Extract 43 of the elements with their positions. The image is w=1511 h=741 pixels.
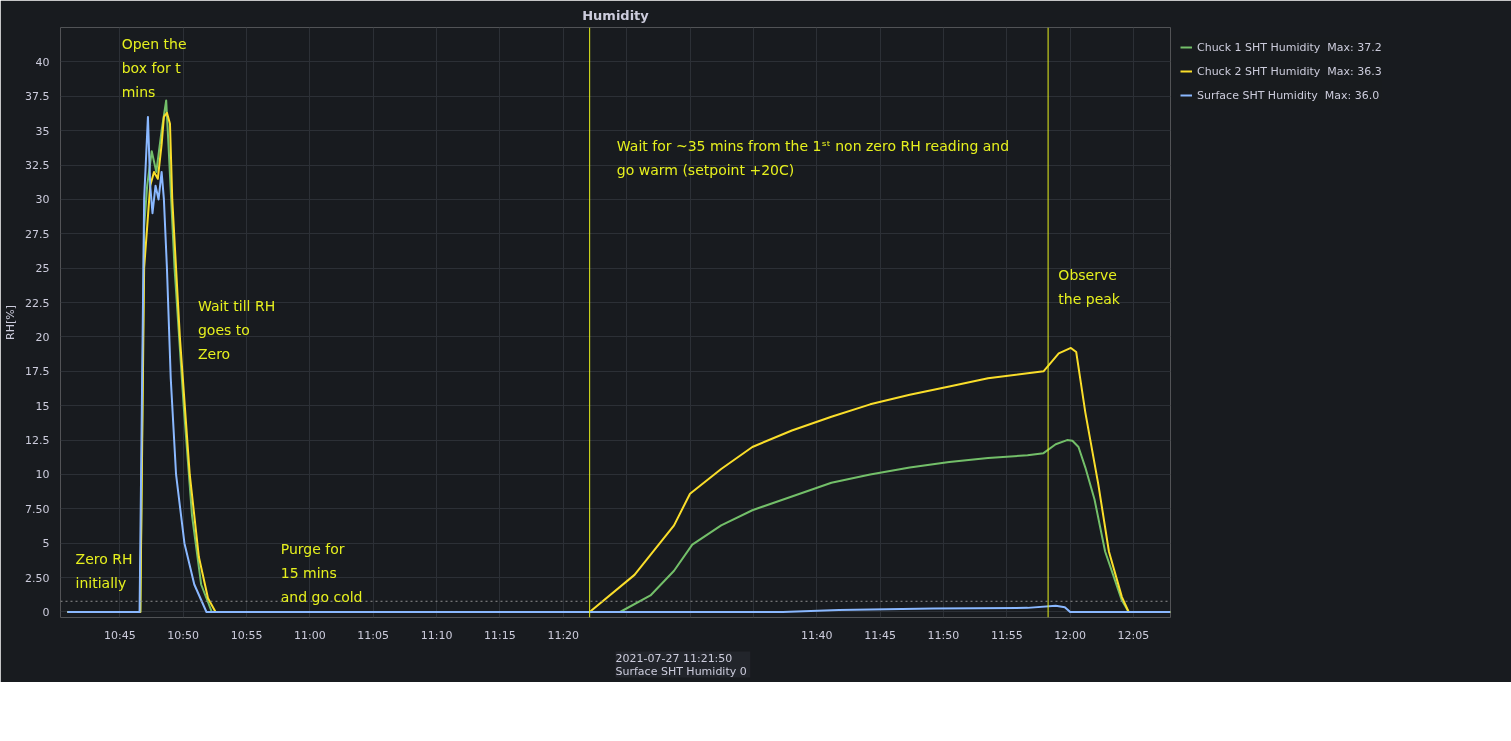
legend-label: Chuck 1 SHT Humidity Max: 37.2 [1197,39,1382,55]
y-tick-label: 7.50 [25,502,50,516]
y-tick-label: 12.5 [25,434,50,448]
x-tick-label: 12:05 [1117,628,1150,642]
y-tick-label: 40 [35,55,50,69]
y-tick-label: 27.5 [25,227,50,241]
x-tick-label: 11:15 [484,628,516,642]
y-tick-label: 5 [42,537,50,551]
x-tick-label: 10:50 [167,628,199,642]
y-tick-label: 35 [35,124,50,138]
annotation: Zero RH initially [75,551,133,592]
annotation: Observe the peak [1058,267,1121,308]
annotation: Open the box for t mins [121,35,187,100]
annotation: Wait till RH goes to Zero [197,298,276,363]
x-tick-label: 11:55 [990,628,1023,642]
y-tick-label: 20 [35,330,50,344]
y-tick-label: 25 [35,262,50,276]
x-tick-label: 11:05 [357,628,390,642]
x-tick-label: 11:40 [800,628,833,642]
x-tick-label: 12:00 [1054,628,1086,642]
annotation: Wait for ~35 mins from the 1ˢᵗ non zero RH reading and go warm (setpoint +20C) [616,137,1010,178]
y-tick-label: 37.5 [25,90,50,104]
y-tick-label: 30 [35,193,50,207]
y-tick-label: 32.5 [25,159,50,173]
legend-label: Surface SHT Humidity Max: 36.0 [1197,87,1380,103]
y-tick-label: 10 [35,468,50,482]
y-tick-label: 17.5 [25,365,50,379]
y-tick-label: 2.50 [25,571,50,585]
chart-title: Humidity [582,7,650,23]
y-tick-label: 0 [42,606,50,619]
x-tick-label: 11:10 [420,628,453,642]
annotation: Purge for 15 mins and go cold [280,541,363,606]
x-tick-label: 11:00 [294,628,326,642]
legend-label: Chuck 2 SHT Humidity Max: 36.3 [1197,63,1382,79]
x-tick-label: 10:55 [230,628,263,642]
y-tick-label: 22.5 [25,296,50,310]
x-tick-label: 11:50 [927,628,960,642]
y-axis-title: RH[%] [4,305,18,340]
x-tick-label: 10:45 [103,628,136,642]
x-tick-label: 11:20 [547,628,580,642]
y-tick-label: 15 [35,399,50,413]
text: 2021-07-27 11:21:50 Surface SHT Humidity 0 [615,651,747,678]
x-tick-label: 11:45 [864,628,896,642]
